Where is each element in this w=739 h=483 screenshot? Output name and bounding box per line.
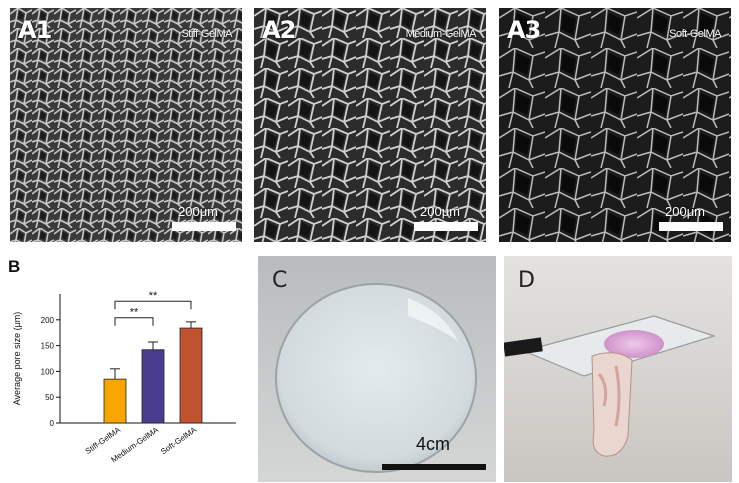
panel-letter-a3: A3: [507, 16, 541, 44]
scale-bar-c: [382, 464, 486, 470]
chart-panel-b: B Average pore size (μm) 0 50 100 150 200 **…: [0, 252, 250, 483]
sem-panel-a1: A1 Stiff-GelMA 200μm: [10, 8, 242, 242]
y-tick-label: 100: [41, 367, 55, 376]
photo-panel-c: C 4cm: [258, 256, 496, 482]
panel-letter-d: D: [518, 268, 535, 293]
pink-gel: [604, 330, 664, 358]
scale-label-a3: 200μm: [665, 204, 706, 219]
panel-material-a2: Medium-GelMA: [405, 28, 477, 40]
panel-material-a3: Soft-GelMA: [669, 28, 721, 40]
scale-label-c: 4cm: [416, 434, 451, 454]
gel-disc-photo: [258, 256, 496, 482]
y-tick-label: 50: [45, 393, 54, 402]
scale-label-a1: 200μm: [178, 204, 219, 219]
gel-on-slide-photo: [504, 256, 732, 482]
sem-panel-a3: A3 Soft-GelMA 200μm: [499, 8, 731, 242]
clamp: [504, 337, 543, 357]
y-tick-label: 150: [41, 342, 55, 351]
pore-size-bar-chart: B Average pore size (μm) 0 50 100 150 200 **…: [8, 257, 236, 465]
sem-texture-a2: [254, 8, 486, 242]
tissue-sample: [591, 352, 633, 457]
scale-bar-a3: [659, 222, 723, 231]
y-tick-label: 0: [50, 419, 55, 428]
significance-label: **: [130, 307, 139, 319]
significance-bracket: [114, 317, 154, 326]
x-category-label: Soft-GelMA: [159, 425, 199, 456]
panel-letter-a2: A2: [262, 16, 296, 44]
significance-bracket: [114, 300, 192, 310]
bar-medium-gelma: [141, 349, 165, 424]
panel-letter-a1: A1: [18, 16, 52, 44]
bar-stiff-gelma: [103, 378, 127, 424]
sem-panel-a2: A2 Medium-GelMA 200μm: [254, 8, 486, 242]
y-axis-label: Average pore size (μm): [12, 312, 22, 406]
bar-soft-gelma: [179, 327, 203, 424]
photo-panel-d: D: [504, 256, 732, 482]
scale-bar-a1: [172, 222, 236, 231]
scale-label-a2: 200μm: [420, 204, 461, 219]
significance-label: **: [149, 290, 158, 302]
sem-texture-a3: [499, 8, 731, 242]
panel-material-a1: Stiff-GelMA: [181, 28, 232, 40]
scale-bar-a2: [414, 222, 478, 231]
panel-letter-c: C: [272, 268, 288, 293]
gel-disc: [275, 283, 477, 473]
y-tick-label: 200: [41, 316, 55, 325]
sem-texture-a1: [10, 8, 242, 242]
panel-letter-b: B: [8, 257, 20, 276]
